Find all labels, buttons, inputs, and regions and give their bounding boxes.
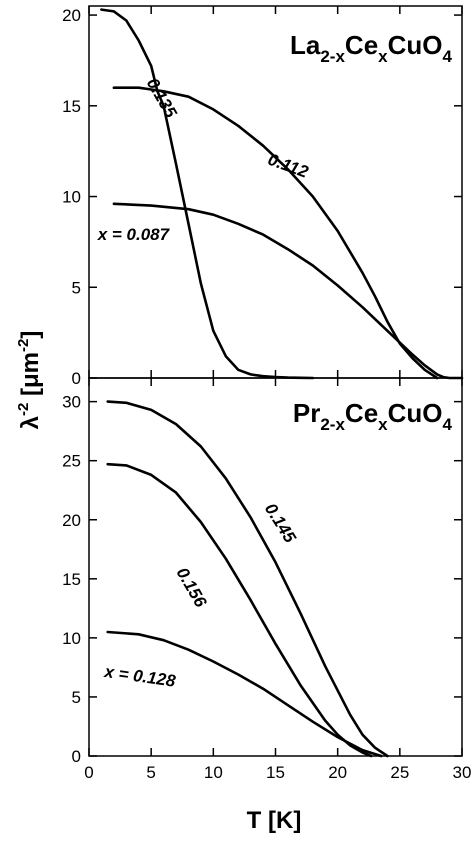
chart-panel-2: 0 5 10 15 20 25 30 0 5 10 15 20 25 30 0.145 0.156 x = 0.… — [62, 377, 472, 782]
y-axis-title-symbol: λ — [17, 416, 44, 429]
formula-text: La — [290, 30, 321, 60]
series-line — [112, 202, 464, 380]
x-tick-label: 5 — [146, 763, 155, 782]
formula-subscript: 2-x — [320, 47, 345, 66]
y-axis-title-unit: [μm — [17, 352, 44, 403]
y-tick-label: 15 — [62, 97, 81, 116]
x-tick-label: 0 — [84, 763, 93, 782]
formula-subscript: 2-x — [320, 415, 345, 434]
y-tick-label: 0 — [72, 369, 81, 388]
y-tick-label: 0 — [72, 747, 81, 766]
y-tick-label: 15 — [62, 570, 81, 589]
series-label: 0.156 — [173, 564, 211, 611]
formula-text: Pr — [293, 398, 320, 428]
formula-subscript: x — [378, 47, 388, 66]
series-label: x = 0.128 — [102, 662, 177, 691]
y-axis-title-close: ] — [17, 331, 44, 339]
x-tick-label: 20 — [328, 763, 347, 782]
formula-subscript: x — [378, 415, 388, 434]
x-tick-label: 10 — [204, 763, 223, 782]
x-tick-label: 30 — [453, 763, 472, 782]
series-line — [106, 400, 389, 758]
y-tick-label: 25 — [62, 452, 81, 471]
chart-panel-1: 0 5 10 15 20 0.135 0.112 x = 0.087 La2-xCexCuO4 — [62, 5, 464, 388]
compound-formula: La2-xCexCuO4 — [290, 30, 453, 66]
series-line — [100, 8, 315, 380]
y-axis-title-exp: -2 — [15, 403, 32, 416]
series-line — [106, 462, 373, 758]
series-label: x = 0.087 — [97, 225, 171, 244]
formula-subscript: 4 — [443, 415, 453, 434]
formula-subscript: 4 — [443, 47, 453, 66]
plot-frame — [88, 377, 463, 757]
formula-text: CuO — [388, 30, 443, 60]
plot-frame — [88, 5, 463, 379]
y-tick-label: 20 — [62, 6, 81, 25]
formula-text: CuO — [388, 398, 443, 428]
series-label: 0.145 — [261, 500, 300, 547]
formula-text: Ce — [345, 398, 378, 428]
series-label: 0.112 — [265, 150, 311, 182]
compound-formula: Pr2-xCexCuO4 — [293, 398, 453, 434]
y-tick-label: 10 — [62, 188, 81, 207]
y-tick-label: 20 — [62, 511, 81, 530]
y-tick-label: 10 — [62, 629, 81, 648]
y-tick-label: 5 — [72, 688, 81, 707]
y-tick-label: 30 — [62, 393, 81, 412]
y-tick-label: 5 — [72, 278, 81, 297]
x-tick-label: 15 — [266, 763, 285, 782]
formula-text: Ce — [345, 30, 378, 60]
x-tick-label: 25 — [390, 763, 409, 782]
x-axis-title: T [K] — [247, 807, 302, 834]
y-axis-title-unit-exp: -2 — [15, 339, 32, 352]
y-axis-title: λ-2 [μm-2] — [15, 331, 44, 430]
series-line — [106, 630, 383, 758]
series-label: 0.135 — [143, 75, 181, 122]
